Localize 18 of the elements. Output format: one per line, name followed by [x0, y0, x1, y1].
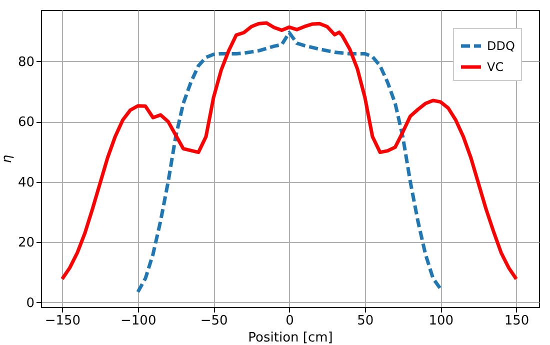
legend-label: VC [487, 60, 504, 74]
y-axis-title: η [0, 154, 15, 164]
x-axis-title: Position [cm] [248, 330, 333, 345]
y-tick-label: 20 [18, 236, 34, 251]
x-tick-label: 100 [428, 314, 454, 328]
x-tick-label: 0 [286, 314, 294, 328]
x-tick-label: 50 [357, 314, 374, 328]
y-tick-label: 40 [18, 175, 34, 190]
y-tick-label: 60 [18, 115, 34, 130]
line-series [60, 21, 518, 281]
x-tick-label: −100 [120, 314, 156, 328]
y-tick-label: 80 [18, 54, 34, 70]
legend-label: DDQ [487, 39, 515, 53]
x-tick-label: −50 [200, 314, 228, 328]
line-series [136, 30, 442, 294]
x-tick-label: −150 [44, 314, 81, 328]
y-tick-label: 0 [26, 296, 34, 311]
x-tick-label: 150 [504, 314, 530, 328]
